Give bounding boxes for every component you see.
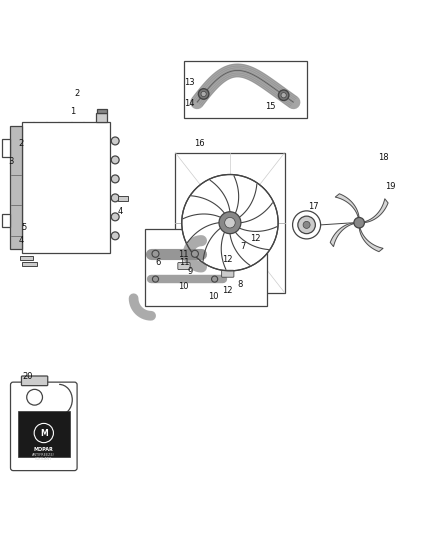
FancyBboxPatch shape	[222, 270, 234, 277]
Text: 1: 1	[70, 107, 75, 116]
Circle shape	[111, 156, 119, 164]
FancyBboxPatch shape	[21, 376, 48, 386]
Circle shape	[303, 221, 310, 229]
FancyBboxPatch shape	[18, 411, 70, 457]
FancyBboxPatch shape	[11, 382, 77, 471]
FancyBboxPatch shape	[97, 109, 107, 113]
Circle shape	[219, 212, 241, 233]
Text: 2: 2	[74, 89, 79, 98]
Text: 20: 20	[22, 373, 32, 382]
FancyBboxPatch shape	[175, 152, 285, 293]
Text: 5: 5	[21, 223, 27, 232]
Circle shape	[212, 276, 218, 282]
Circle shape	[34, 423, 53, 443]
Circle shape	[111, 213, 119, 221]
Text: 11: 11	[179, 257, 189, 266]
Text: 4: 4	[18, 236, 24, 245]
Text: 12: 12	[250, 233, 260, 243]
Text: 19: 19	[385, 182, 396, 191]
Circle shape	[281, 93, 286, 98]
Circle shape	[27, 390, 42, 405]
Text: 14: 14	[184, 99, 194, 108]
FancyBboxPatch shape	[145, 229, 267, 306]
FancyBboxPatch shape	[118, 196, 128, 201]
Polygon shape	[359, 227, 383, 252]
Circle shape	[182, 174, 278, 271]
Text: 16: 16	[194, 139, 205, 148]
Text: 7: 7	[240, 243, 246, 251]
Polygon shape	[330, 223, 355, 247]
Circle shape	[191, 251, 198, 257]
Circle shape	[198, 88, 209, 99]
Text: 10: 10	[208, 292, 219, 301]
Text: 15: 15	[265, 102, 276, 111]
Circle shape	[111, 137, 119, 145]
Circle shape	[279, 90, 289, 101]
Circle shape	[354, 217, 364, 228]
Text: MOPAR: MOPAR	[34, 447, 54, 452]
Text: 12: 12	[223, 255, 233, 264]
Text: 13: 13	[184, 78, 194, 87]
FancyBboxPatch shape	[2, 214, 10, 227]
FancyBboxPatch shape	[22, 122, 110, 253]
FancyBboxPatch shape	[2, 140, 10, 157]
Circle shape	[111, 232, 119, 240]
Text: 4: 4	[118, 207, 123, 216]
FancyBboxPatch shape	[10, 126, 22, 249]
FancyBboxPatch shape	[178, 263, 190, 270]
FancyBboxPatch shape	[184, 61, 307, 118]
Text: 12: 12	[222, 286, 232, 295]
Text: 2: 2	[18, 139, 24, 148]
Circle shape	[111, 175, 119, 183]
Polygon shape	[364, 199, 388, 223]
Circle shape	[225, 217, 235, 228]
Text: 18: 18	[378, 154, 389, 163]
Text: 8: 8	[237, 280, 243, 289]
Circle shape	[298, 216, 315, 233]
Text: M: M	[40, 429, 48, 438]
Circle shape	[152, 276, 159, 282]
Text: 9: 9	[188, 267, 193, 276]
Text: ANTIFREEZE/
COOLANT: ANTIFREEZE/ COOLANT	[32, 453, 55, 462]
Circle shape	[152, 251, 159, 257]
Text: 10: 10	[178, 282, 188, 290]
FancyBboxPatch shape	[20, 256, 33, 260]
FancyBboxPatch shape	[22, 262, 37, 265]
Text: 17: 17	[308, 201, 318, 211]
Text: 3: 3	[8, 157, 14, 166]
FancyBboxPatch shape	[96, 113, 107, 122]
Text: 11: 11	[178, 250, 188, 259]
Circle shape	[201, 91, 206, 96]
Polygon shape	[335, 194, 359, 219]
Circle shape	[111, 194, 119, 202]
Circle shape	[293, 211, 321, 239]
Text: 6: 6	[155, 259, 160, 268]
